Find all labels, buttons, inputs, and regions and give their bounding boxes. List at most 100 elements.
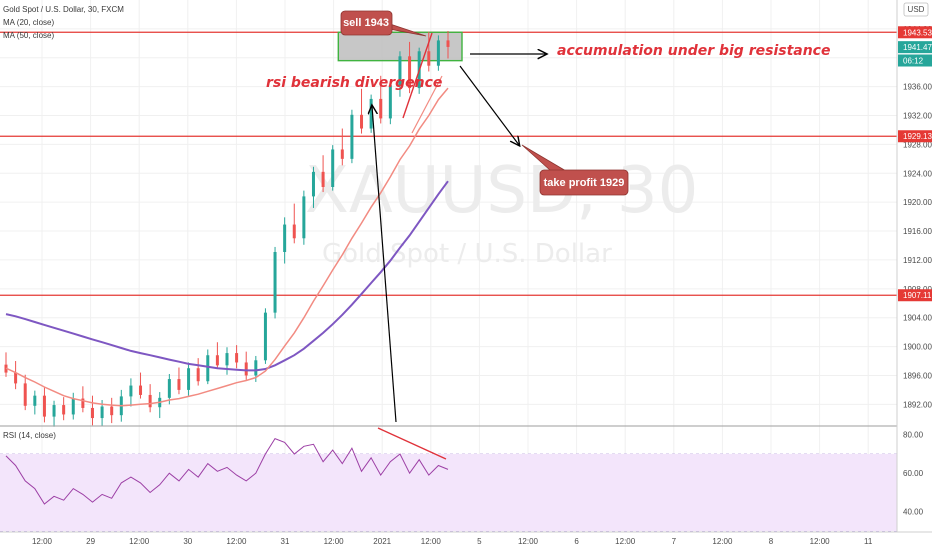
ma50-legend[interactable]: MA (50, close) xyxy=(3,31,54,40)
trend-drawings[interactable] xyxy=(372,32,546,460)
candle-body xyxy=(167,379,171,398)
ma20-line xyxy=(5,87,449,407)
target-badge-text: 1929.13 xyxy=(903,132,932,141)
candle-body xyxy=(81,398,85,408)
take-profit-callout[interactable]: take profit 1929 xyxy=(521,144,629,196)
candle-body xyxy=(408,56,412,89)
time-tick-label: 12:00 xyxy=(712,537,733,546)
symbol-title[interactable]: Gold Spot / U.S. Dollar, 30, FXCM xyxy=(3,5,124,14)
price-tick-label: 1924.00 xyxy=(903,169,932,178)
time-tick-label: 12:00 xyxy=(615,537,636,546)
time-tick-label: 2021 xyxy=(373,537,391,546)
currency-label: USD xyxy=(908,5,925,14)
time-tick-label: 31 xyxy=(281,537,290,546)
support-badge-text: 1907.11 xyxy=(903,291,932,300)
price-lower-trend-line[interactable] xyxy=(411,75,443,134)
time-tick-label: 6 xyxy=(574,537,579,546)
rsi-divergence-line[interactable] xyxy=(377,427,447,460)
candle-body xyxy=(340,149,344,159)
time-tick-label: 12:00 xyxy=(32,537,53,546)
price-badges: 1943.53 1941.47 06:12 1929.13 1907.11 xyxy=(898,26,932,302)
price-tick-label: 1912.00 xyxy=(903,256,932,265)
sell-callout[interactable]: sell 1943 xyxy=(340,10,427,37)
candle-body xyxy=(14,372,18,384)
target-arrow[interactable] xyxy=(459,65,519,145)
candle-body xyxy=(33,395,37,406)
candle-body xyxy=(263,312,267,361)
take-profit-text: take profit 1929 xyxy=(544,177,625,189)
time-tick-label: 12:00 xyxy=(324,537,345,546)
candle-body xyxy=(196,368,200,382)
candle-body xyxy=(52,405,56,417)
support-badge xyxy=(898,289,932,302)
time-tick-label: 8 xyxy=(769,537,774,546)
watermark: XAUUSD, 30 Gold Spot / U.S. Dollar xyxy=(305,154,698,269)
candle-body xyxy=(110,406,114,416)
rsi-tick-label: 60.00 xyxy=(903,469,924,478)
candle-body xyxy=(148,394,152,408)
candle-body xyxy=(206,355,210,382)
candle-body xyxy=(273,251,277,313)
candle-body xyxy=(331,149,335,188)
candle-body xyxy=(129,385,133,397)
candle-body xyxy=(321,171,325,188)
time-tick-label: 12:00 xyxy=(810,537,831,546)
price-uptrend-line[interactable] xyxy=(402,32,433,119)
candle-body xyxy=(311,171,315,197)
resistance-badge xyxy=(898,26,932,39)
accumulation-text: accumulation under big resistance xyxy=(557,43,830,59)
time-tick-label: 29 xyxy=(86,537,95,546)
candle-body xyxy=(187,368,191,390)
take-profit-box xyxy=(539,169,629,196)
divergence-text: rsi bearish divergence xyxy=(266,75,442,91)
divergence-arrow[interactable] xyxy=(372,106,397,423)
time-tick-label: 5 xyxy=(477,537,482,546)
currency-box xyxy=(903,2,929,17)
candle-body xyxy=(388,85,392,119)
candle-body xyxy=(244,362,248,376)
candle-body xyxy=(139,385,143,395)
price-tick-label: 1904.00 xyxy=(903,314,932,323)
candle-body xyxy=(235,353,239,363)
sell-callout-box xyxy=(340,10,393,36)
rsi-line xyxy=(5,437,449,505)
watermark-ticker: XAUUSD, 30 xyxy=(305,154,698,228)
time-tick-label: 11 xyxy=(864,537,873,546)
rsi-legend[interactable]: RSI (14, close) xyxy=(3,431,56,440)
resistance-badge-text: 1943.53 xyxy=(903,28,932,37)
candle-body xyxy=(215,355,219,366)
time-tick-label: 12:00 xyxy=(129,537,150,546)
candle-body xyxy=(398,56,402,86)
countdown-badge xyxy=(898,54,932,67)
last-price-badge xyxy=(898,41,932,54)
candle-body xyxy=(177,379,181,390)
price-tick-label: 1928.00 xyxy=(903,140,932,149)
price-axis[interactable]: 1892.001896.001900.001904.001908.001912.… xyxy=(903,25,932,409)
candle-body xyxy=(436,40,440,66)
candle-body xyxy=(350,114,354,159)
time-axis[interactable]: 12:00 29 12:00 30 12:00 31 12:00 2021 12:00 5 12:0… xyxy=(32,537,873,546)
rsi-axis: 40.00 60.00 80.00 xyxy=(903,431,924,517)
legend[interactable]: Gold Spot / U.S. Dollar, 30, FXCM MA (20… xyxy=(3,5,124,440)
last-price-badge-text: 1941.47 xyxy=(903,43,932,52)
candle-body xyxy=(360,114,364,129)
candle-body xyxy=(225,353,229,366)
currency-selector[interactable]: USD xyxy=(903,2,929,17)
time-tick-label: 7 xyxy=(672,537,677,546)
sell-callout-text: sell 1943 xyxy=(343,17,389,29)
price-tick-label: 1920.00 xyxy=(903,198,932,207)
countdown-badge-text: 06:12 xyxy=(903,57,924,66)
price-tick-label: 1932.00 xyxy=(903,112,932,121)
rsi-tick-label: 80.00 xyxy=(903,431,924,440)
ma20-legend[interactable]: MA (20, close) xyxy=(3,18,54,27)
candle-body xyxy=(71,398,75,415)
price-tick-label: 1936.00 xyxy=(903,83,932,92)
candle-body xyxy=(42,395,46,417)
candle-body xyxy=(62,405,66,415)
candle-body xyxy=(446,40,450,47)
candle-body xyxy=(302,196,306,239)
candle-body xyxy=(100,406,104,419)
price-tick-label: 1892.00 xyxy=(903,400,932,409)
price-tick-label: 1896.00 xyxy=(903,371,932,380)
